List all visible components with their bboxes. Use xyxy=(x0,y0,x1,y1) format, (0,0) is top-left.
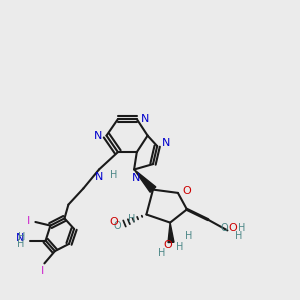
Text: H: H xyxy=(110,169,117,180)
Text: H: H xyxy=(185,231,192,242)
Text: O: O xyxy=(228,223,237,233)
Text: N: N xyxy=(141,114,149,124)
Text: H: H xyxy=(238,223,245,233)
Text: O: O xyxy=(220,223,228,233)
Text: N: N xyxy=(94,130,102,141)
Text: H: H xyxy=(235,231,242,242)
Text: N: N xyxy=(95,172,103,182)
Text: H: H xyxy=(128,214,135,224)
Text: O: O xyxy=(164,240,172,250)
Text: H: H xyxy=(176,242,183,252)
Text: H: H xyxy=(158,248,166,258)
Polygon shape xyxy=(168,223,174,242)
Text: N: N xyxy=(16,232,25,243)
Text: O: O xyxy=(113,220,121,231)
Text: H: H xyxy=(17,238,24,249)
Text: I: I xyxy=(41,266,44,276)
Polygon shape xyxy=(134,169,156,192)
Text: O: O xyxy=(182,186,191,197)
Text: I: I xyxy=(27,215,30,226)
Text: H: H xyxy=(18,232,25,242)
Text: N: N xyxy=(162,138,170,148)
Text: N: N xyxy=(131,173,140,183)
Text: O: O xyxy=(110,217,118,227)
